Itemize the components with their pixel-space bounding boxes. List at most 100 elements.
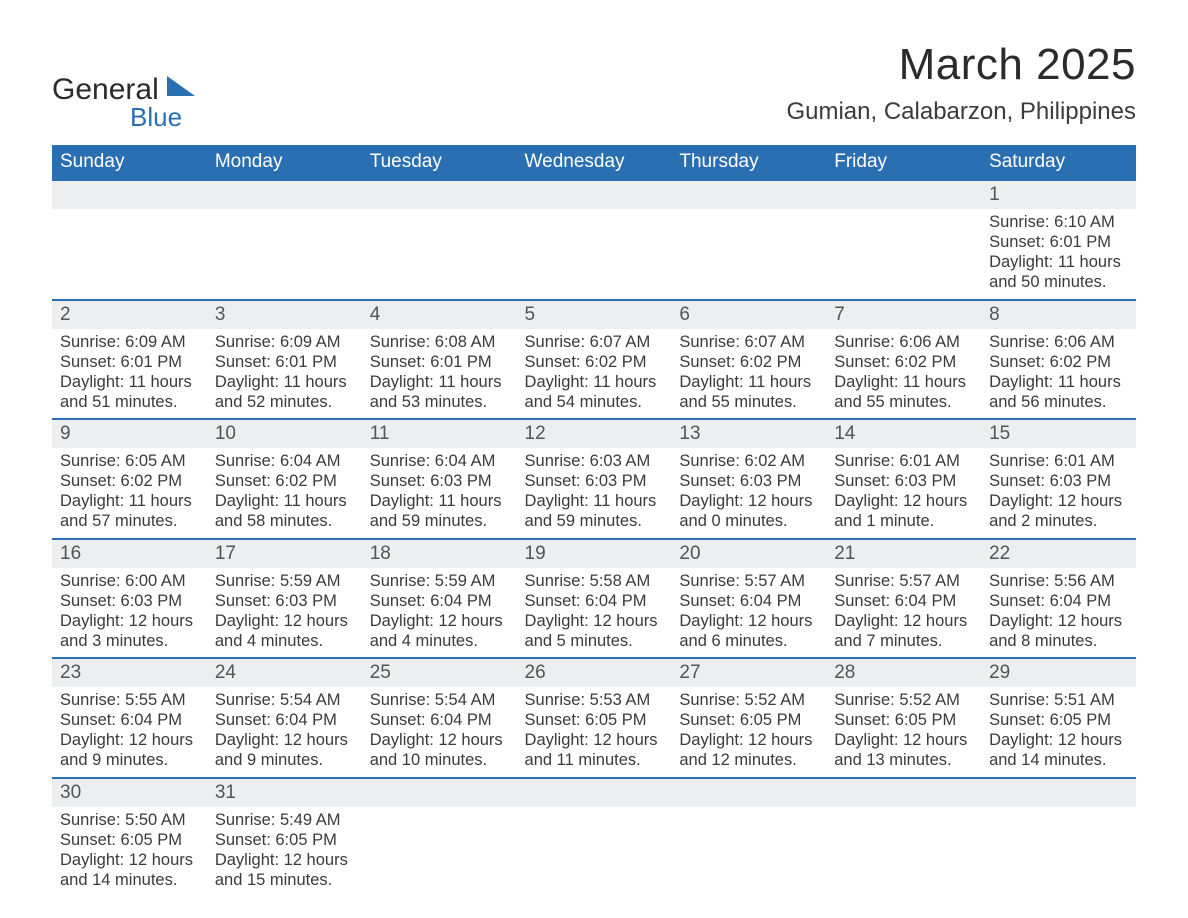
day-detail-line: Sunrise: 6:01 AM [834,451,973,471]
day-detail-cell: Sunrise: 5:54 AMSunset: 6:04 PMDaylight:… [362,687,517,778]
day-number-cell: 5 [517,300,672,329]
day-detail-row: Sunrise: 6:09 AMSunset: 6:01 PMDaylight:… [52,329,1136,420]
day-number-cell: 4 [362,300,517,329]
day-number-cell: 10 [207,419,362,448]
day-detail-line: Sunset: 6:03 PM [215,591,354,611]
day-detail-line: Sunset: 6:03 PM [989,471,1128,491]
day-number-cell: 16 [52,539,207,568]
day-detail-cell: Sunrise: 5:59 AMSunset: 6:03 PMDaylight:… [207,568,362,659]
dow-sun: Sunday [52,145,207,181]
day-detail-line: Daylight: 12 hours and 4 minutes. [215,611,354,651]
calendar-body: 1Sunrise: 6:10 AMSunset: 6:01 PMDaylight… [52,181,1136,896]
day-detail-line: Daylight: 12 hours and 5 minutes. [525,611,664,651]
day-number-cell: 3 [207,300,362,329]
day-detail-line: Sunrise: 5:54 AM [370,690,509,710]
page-header: General Blue March 2025 Gumian, Calabarz… [52,40,1136,133]
brand-logo: General Blue [52,76,195,133]
day-detail-line: Daylight: 12 hours and 10 minutes. [370,730,509,770]
day-detail-line: Daylight: 12 hours and 6 minutes. [679,611,818,651]
day-number-row: 16171819202122 [52,539,1136,568]
day-detail-line: Daylight: 11 hours and 54 minutes. [525,372,664,412]
day-number-cell: 11 [362,419,517,448]
day-detail-cell: Sunrise: 5:52 AMSunset: 6:05 PMDaylight:… [671,687,826,778]
day-number-cell [671,181,826,209]
day-detail-line: Sunrise: 6:06 AM [834,332,973,352]
day-detail-line: Sunrise: 5:55 AM [60,690,199,710]
day-detail-row: Sunrise: 6:05 AMSunset: 6:02 PMDaylight:… [52,448,1136,539]
day-detail-line: Sunrise: 5:53 AM [525,690,664,710]
day-detail-cell: Sunrise: 5:58 AMSunset: 6:04 PMDaylight:… [517,568,672,659]
day-detail-line: Daylight: 12 hours and 7 minutes. [834,611,973,651]
day-detail-line: Sunrise: 5:54 AM [215,690,354,710]
day-detail-line: Daylight: 11 hours and 51 minutes. [60,372,199,412]
day-number-cell [517,778,672,807]
day-number-cell: 31 [207,778,362,807]
day-detail-line: Sunrise: 6:09 AM [215,332,354,352]
day-detail-line: Sunset: 6:02 PM [989,352,1128,372]
day-detail-line: Sunset: 6:02 PM [834,352,973,372]
day-detail-cell: Sunrise: 5:52 AMSunset: 6:05 PMDaylight:… [826,687,981,778]
day-detail-cell: Sunrise: 5:55 AMSunset: 6:04 PMDaylight:… [52,687,207,778]
day-number-cell: 20 [671,539,826,568]
day-detail-line: Daylight: 12 hours and 3 minutes. [60,611,199,651]
day-detail-line: Daylight: 12 hours and 11 minutes. [525,730,664,770]
day-number-row: 9101112131415 [52,419,1136,448]
day-detail-cell: Sunrise: 5:59 AMSunset: 6:04 PMDaylight:… [362,568,517,659]
day-number-cell: 23 [52,658,207,687]
day-detail-cell: Sunrise: 6:05 AMSunset: 6:02 PMDaylight:… [52,448,207,539]
day-detail-line: Sunset: 6:04 PM [370,710,509,730]
day-detail-line: Sunrise: 5:49 AM [215,810,354,830]
day-detail-line: Daylight: 12 hours and 4 minutes. [370,611,509,651]
day-detail-cell: Sunrise: 5:57 AMSunset: 6:04 PMDaylight:… [671,568,826,659]
day-detail-cell [826,209,981,300]
day-detail-line: Sunset: 6:04 PM [679,591,818,611]
day-number-cell: 18 [362,539,517,568]
title-block: March 2025 Gumian, Calabarzon, Philippin… [786,40,1136,126]
day-detail-line: Sunset: 6:04 PM [370,591,509,611]
day-number-cell: 7 [826,300,981,329]
day-detail-line: Sunset: 6:05 PM [834,710,973,730]
day-detail-line: Daylight: 12 hours and 14 minutes. [60,850,199,890]
day-detail-cell: Sunrise: 5:50 AMSunset: 6:05 PMDaylight:… [52,807,207,897]
day-detail-line: Sunrise: 5:58 AM [525,571,664,591]
day-number-cell: 14 [826,419,981,448]
day-number-cell: 25 [362,658,517,687]
day-detail-cell: Sunrise: 6:07 AMSunset: 6:02 PMDaylight:… [671,329,826,420]
day-detail-line: Sunrise: 5:59 AM [370,571,509,591]
brand-triangle-icon [167,76,195,101]
day-number-cell: 15 [981,419,1136,448]
day-number-cell: 6 [671,300,826,329]
day-detail-line: Sunset: 6:02 PM [215,471,354,491]
day-detail-line: Daylight: 12 hours and 9 minutes. [215,730,354,770]
day-detail-line: Sunrise: 5:50 AM [60,810,199,830]
day-number-cell [207,181,362,209]
day-number-cell [52,181,207,209]
day-detail-cell: Sunrise: 6:07 AMSunset: 6:02 PMDaylight:… [517,329,672,420]
day-detail-line: Sunset: 6:03 PM [370,471,509,491]
day-detail-line: Sunrise: 5:51 AM [989,690,1128,710]
day-detail-line: Daylight: 11 hours and 50 minutes. [989,252,1128,292]
day-number-cell: 19 [517,539,672,568]
day-detail-row: Sunrise: 6:10 AMSunset: 6:01 PMDaylight:… [52,209,1136,300]
day-number-cell: 2 [52,300,207,329]
day-detail-line: Sunset: 6:05 PM [679,710,818,730]
day-detail-line: Daylight: 11 hours and 53 minutes. [370,372,509,412]
day-detail-line: Sunrise: 5:57 AM [834,571,973,591]
day-detail-line: Sunrise: 5:52 AM [679,690,818,710]
day-detail-line: Sunrise: 5:56 AM [989,571,1128,591]
day-detail-line: Daylight: 12 hours and 12 minutes. [679,730,818,770]
day-number-cell: 12 [517,419,672,448]
day-number-cell: 26 [517,658,672,687]
day-detail-line: Daylight: 12 hours and 2 minutes. [989,491,1128,531]
day-detail-cell: Sunrise: 6:01 AMSunset: 6:03 PMDaylight:… [826,448,981,539]
day-detail-line: Sunset: 6:02 PM [679,352,818,372]
day-detail-cell: Sunrise: 6:02 AMSunset: 6:03 PMDaylight:… [671,448,826,539]
dow-sat: Saturday [981,145,1136,181]
day-detail-line: Sunrise: 6:01 AM [989,451,1128,471]
day-detail-line: Daylight: 11 hours and 59 minutes. [370,491,509,531]
day-detail-cell: Sunrise: 6:01 AMSunset: 6:03 PMDaylight:… [981,448,1136,539]
day-detail-line: Sunset: 6:04 PM [215,710,354,730]
day-detail-cell: Sunrise: 6:04 AMSunset: 6:03 PMDaylight:… [362,448,517,539]
day-detail-line: Sunset: 6:05 PM [215,830,354,850]
location-subtitle: Gumian, Calabarzon, Philippines [786,98,1136,126]
